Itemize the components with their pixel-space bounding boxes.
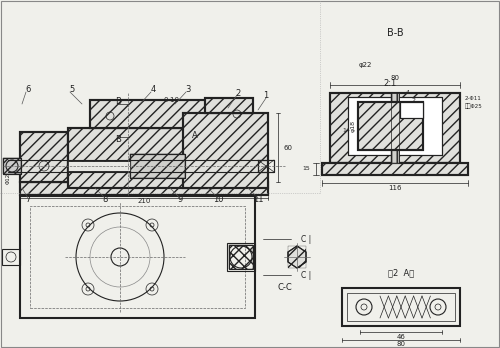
Bar [20,132,68,182]
Bar [20,132,68,182]
Text: 4: 4 [150,86,156,95]
Bar [205,98,253,113]
Text: C |: C | [301,270,311,279]
Bar [330,93,460,163]
Text: 116: 116 [388,185,402,191]
Bar [347,293,455,321]
Bar [183,113,268,188]
Text: C-C: C-C [278,283,292,292]
Text: 閔平Φ25: 閔平Φ25 [465,103,483,109]
Bar [400,102,423,118]
Text: B: B [115,135,121,144]
Text: 11: 11 [253,196,263,205]
Text: 9: 9 [178,196,182,205]
Text: φ18: φ18 [350,120,356,132]
Bar [68,128,213,188]
Bar [20,132,68,182]
Text: 14: 14 [342,128,350,134]
Bar [400,102,423,118]
Text: 80: 80 [390,75,400,81]
Bar [20,182,268,195]
Bar [20,182,268,195]
Bar [322,163,468,175]
Bar [130,154,185,178]
Text: 3: 3 [186,86,190,95]
Text: 210: 210 [138,198,150,204]
Bar [391,93,399,163]
Polygon shape [288,246,306,268]
Text: B-B: B-B [386,28,404,38]
Bar [2,249,20,265]
Bar [130,154,185,178]
Text: A: A [192,132,198,141]
Bar [348,97,442,155]
Text: 80: 80 [396,341,406,347]
Text: 15: 15 [302,166,310,172]
Bar [90,100,210,128]
Bar [258,160,274,172]
Text: C |: C | [301,235,311,244]
Bar [205,98,253,113]
Bar [391,93,399,163]
Bar [205,98,253,113]
Text: 60: 60 [283,145,292,151]
Bar [183,113,268,188]
Bar [3,158,21,174]
Text: 6: 6 [26,86,30,95]
Text: 8: 8 [102,196,108,205]
Bar [229,245,253,269]
Text: 10: 10 [213,196,223,205]
Text: B: B [115,96,121,105]
Bar [348,97,442,155]
Bar [358,102,423,150]
Bar [20,196,255,318]
Text: 0-10: 0-10 [164,97,180,103]
Bar [30,206,245,308]
Bar [90,100,210,128]
Bar [20,182,268,195]
Bar [227,243,255,271]
Bar [288,246,306,268]
Text: 2:1: 2:1 [384,79,396,88]
Bar [330,93,460,163]
Text: 4: 4 [406,90,410,95]
Text: φ22: φ22 [358,62,372,68]
Bar [229,245,253,269]
Bar [130,154,185,178]
Text: 5: 5 [70,86,74,95]
Text: 2-Φ11: 2-Φ11 [465,95,482,101]
Bar [3,158,21,174]
Text: 1: 1 [264,92,268,101]
Text: 46: 46 [396,334,406,340]
Text: Φ12: Φ12 [6,172,10,184]
Text: 件2  A向: 件2 A向 [388,269,414,277]
Bar [358,102,423,150]
Bar [373,118,417,128]
Bar [68,128,213,188]
Text: 2: 2 [411,98,415,103]
Bar [358,102,423,150]
Bar [68,161,130,171]
Bar [258,160,274,172]
Bar [322,163,468,175]
Bar [183,113,268,188]
Bar [342,288,460,326]
Bar [90,100,210,128]
Bar [322,163,468,175]
Text: 2: 2 [236,88,240,97]
Text: 7: 7 [26,196,30,205]
Bar [3,158,21,174]
Bar [68,128,213,188]
Bar [330,93,460,163]
